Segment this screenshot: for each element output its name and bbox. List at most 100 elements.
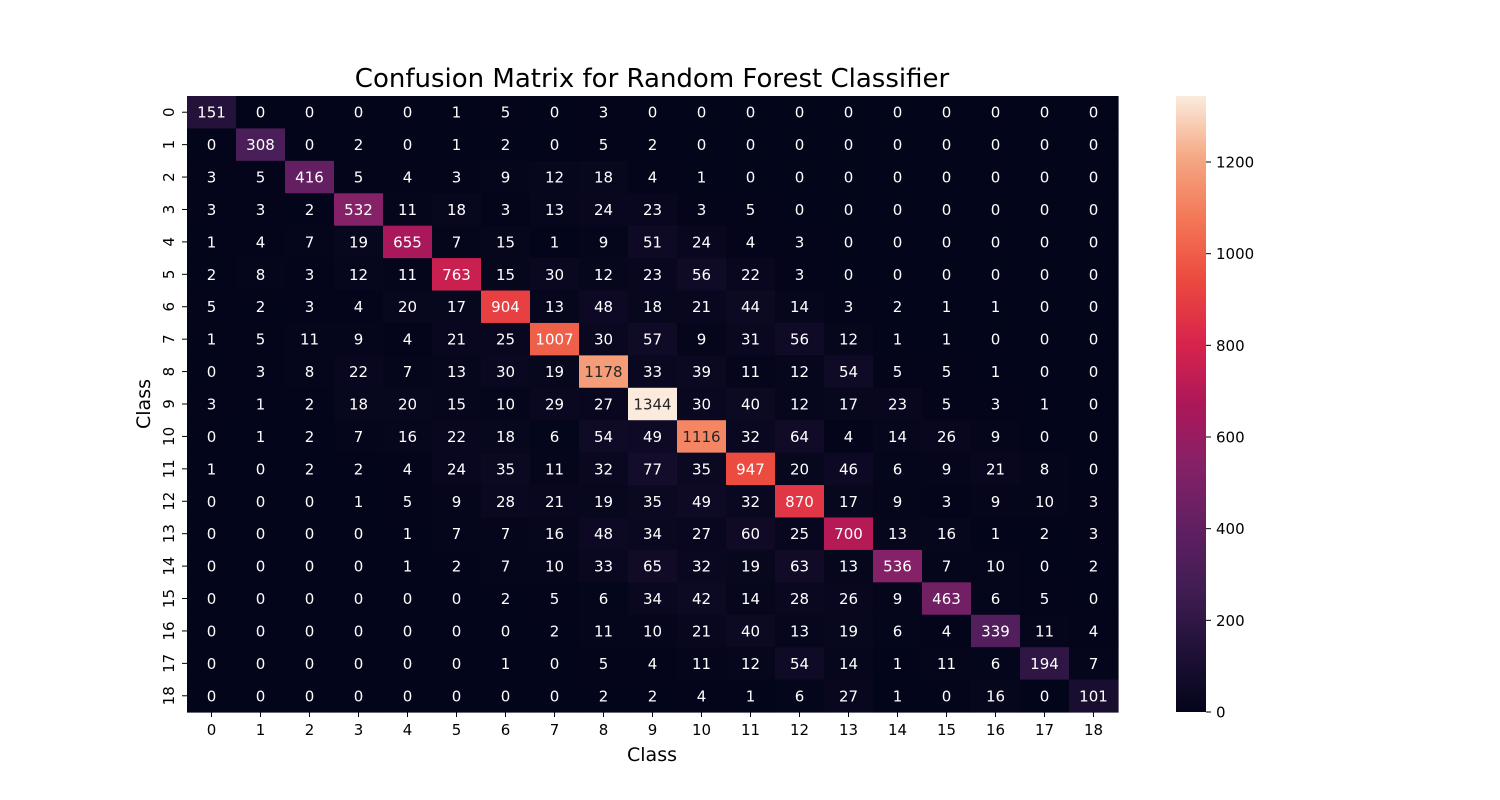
cell-value-label: 44 (741, 298, 760, 316)
heatmap-cell (824, 258, 874, 292)
heatmap-cell (383, 258, 433, 292)
heatmap-cell (236, 549, 286, 583)
cell-value-label: 10 (1035, 493, 1054, 511)
cell-value-label: 0 (942, 104, 952, 122)
cell-value-label: 0 (1089, 169, 1099, 187)
cell-value-label: 8 (1040, 460, 1050, 478)
heatmap-cell (726, 485, 776, 519)
cell-value-label: 3 (256, 201, 266, 219)
cell-value-label: 6 (991, 590, 1001, 608)
cell-value-label: 12 (349, 266, 368, 284)
heatmap-cell (481, 96, 531, 130)
heatmap-cell (334, 420, 384, 454)
cell-value-label: 0 (1089, 331, 1099, 349)
heatmap-cell (971, 647, 1021, 681)
cell-value-label: 32 (692, 558, 711, 576)
cell-value-label: 49 (692, 493, 711, 511)
heatmap-cell (236, 193, 286, 227)
heatmap-cell (383, 647, 433, 681)
cell-value-label: 13 (839, 558, 858, 576)
colorbar-tick-label: 200 (1216, 612, 1245, 630)
heatmap-cell (1069, 582, 1119, 616)
heatmap-cell (726, 614, 776, 648)
heatmap-cell (579, 614, 629, 648)
cell-value-label: 0 (305, 655, 315, 673)
cell-value-label: 2 (256, 298, 266, 316)
cell-value-label: 0 (354, 590, 364, 608)
cell-value-label: 11 (1035, 622, 1054, 640)
cell-value-label: 4 (844, 428, 854, 446)
heatmap-cell (187, 258, 237, 292)
cell-value-label: 27 (692, 525, 711, 543)
heatmap-cell (530, 322, 580, 356)
heatmap-cell (775, 160, 825, 194)
heatmap-cell (530, 387, 580, 421)
colorbar-tick-label: 600 (1216, 429, 1245, 447)
heatmap-cell (775, 96, 825, 130)
heatmap-cell (922, 160, 972, 194)
y-tick-label: 2 (160, 172, 178, 182)
x-tick-label: 18 (1084, 721, 1103, 739)
y-tick-label: 7 (160, 334, 178, 344)
cell-value-label: 0 (1040, 233, 1050, 251)
heatmap-cell (1069, 517, 1119, 551)
cell-value-label: 0 (746, 136, 756, 154)
cell-value-label: 0 (1089, 266, 1099, 284)
heatmap-cell (824, 322, 874, 356)
cell-value-label: 0 (354, 558, 364, 576)
heatmap-cell (1069, 160, 1119, 194)
cell-value-label: 17 (447, 298, 466, 316)
cell-value-label: 7 (1089, 655, 1099, 673)
cell-value-label: 0 (354, 622, 364, 640)
heatmap-cell (1020, 193, 1070, 227)
heatmap-cell (726, 322, 776, 356)
cell-value-label: 2 (1040, 525, 1050, 543)
heatmap-cell (1020, 128, 1070, 162)
heatmap-cell (530, 549, 580, 583)
heatmap-cell (824, 290, 874, 324)
heatmap-cell (971, 193, 1021, 227)
x-tick-label: 15 (937, 721, 956, 739)
cell-value-label: 0 (550, 687, 560, 705)
cell-value-label: 0 (207, 590, 217, 608)
cell-value-label: 35 (692, 460, 711, 478)
heatmap-cell (432, 387, 482, 421)
heatmap-cells: 151 0 0 0 0 1 5 0 3 0 0 0 0 0 0 0 0 0 00 308 0 2 0 1 2 0 5 2 0 0 0 0 0 0 0… (187, 96, 1119, 713)
cell-value-label: 1178 (584, 363, 622, 381)
heatmap-cell (922, 387, 972, 421)
cell-value-label: 24 (447, 460, 466, 478)
heatmap-cell (285, 160, 335, 194)
heatmap-cell (971, 420, 1021, 454)
cell-value-label: 77 (643, 460, 662, 478)
cell-value-label: 0 (1040, 169, 1050, 187)
colorbar-tick-label: 800 (1216, 337, 1245, 355)
heatmap-cell (432, 258, 482, 292)
heatmap-cell (873, 679, 923, 713)
cell-value-label: 0 (1089, 590, 1099, 608)
cell-value-label: 0 (697, 104, 707, 122)
heatmap-cell (579, 420, 629, 454)
heatmap-cell (775, 225, 825, 259)
heatmap-cell (236, 387, 286, 421)
heatmap-cell (628, 517, 678, 551)
cell-value-label: 0 (207, 363, 217, 381)
heatmap-cell (579, 647, 629, 681)
cell-value-label: 0 (403, 104, 413, 122)
heatmap-cell (677, 679, 727, 713)
cell-value-label: 0 (305, 136, 315, 154)
heatmap-cell (285, 452, 335, 486)
cell-value-label: 0 (256, 493, 266, 511)
heatmap-cell (726, 290, 776, 324)
cell-value-label: 16 (545, 525, 564, 543)
heatmap-cell (481, 355, 531, 389)
heatmap-cell (187, 225, 237, 259)
cell-value-label: 4 (1089, 622, 1099, 640)
heatmap-cell (628, 452, 678, 486)
cell-value-label: 39 (692, 363, 711, 381)
heatmap-cell (285, 679, 335, 713)
cell-value-label: 9 (697, 331, 707, 349)
heatmap-cell (236, 679, 286, 713)
cell-value-label: 3 (452, 169, 462, 187)
cell-value-label: 0 (991, 266, 1001, 284)
